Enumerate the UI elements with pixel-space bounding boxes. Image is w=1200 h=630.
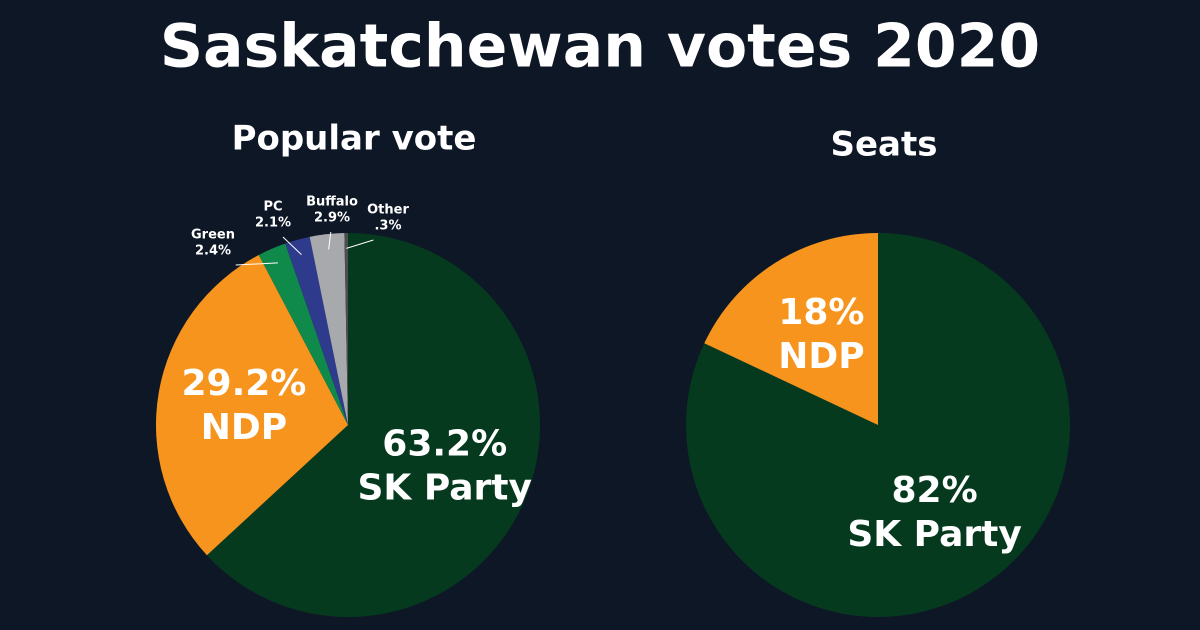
pie-title: Popular vote [232,119,477,159]
slice-category-label: NDP [778,336,864,377]
slice-category-label: Green [191,228,235,243]
pie-slice [344,233,348,425]
pie-slice [156,254,348,556]
pie-slice [258,243,348,425]
slice-value-label: 18% [778,292,864,333]
slice-value-label: 63.2% [382,423,507,464]
slice-value-label: 2.4% [195,244,231,259]
slice-category-label: Other [367,203,409,218]
slice-category-label: SK Party [847,514,1022,555]
slice-category-label: PC [263,200,282,215]
pie-slice [309,233,348,425]
slice-value-label: 29.2% [181,363,306,404]
leader-line [282,236,302,255]
pie-slice [704,233,878,425]
pie-slice [206,233,541,618]
slice-category-label: SK Party [357,467,532,508]
leader-line [328,231,332,250]
slice-value-label: 82% [891,470,977,511]
slice-value-label: 2.1% [255,216,291,231]
chart-title: Saskatchewan votes 2020 [160,12,1040,82]
slice-value-label: 2.9% [314,211,350,226]
leader-line [235,262,278,266]
leader-line [346,239,374,249]
slice-category-label: NDP [201,407,287,448]
pie-title: Seats [831,125,938,165]
slice-value-label: .3% [374,219,401,234]
pie-slice [285,236,348,425]
slice-category-label: Buffalo [306,195,358,210]
